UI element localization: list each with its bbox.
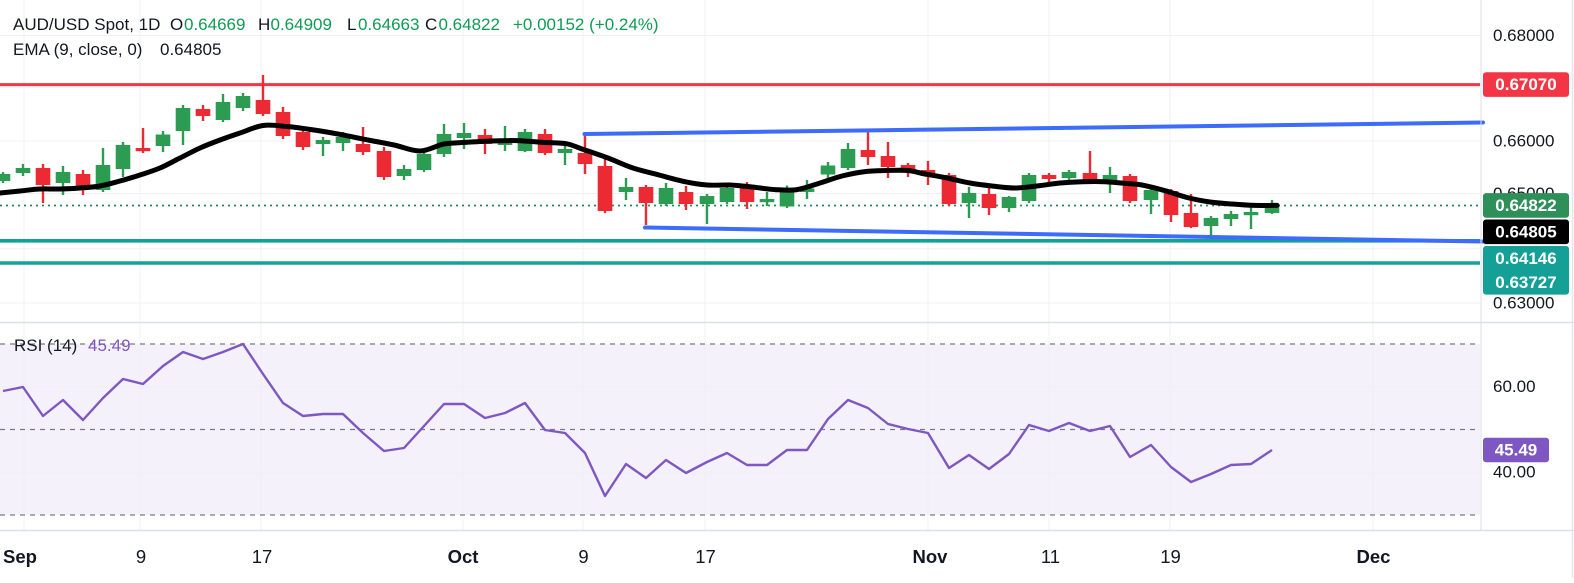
svg-text:9: 9 bbox=[578, 546, 588, 567]
svg-text:+0.00152 (+0.24%): +0.00152 (+0.24%) bbox=[513, 15, 659, 34]
svg-text:Sep: Sep bbox=[3, 546, 37, 567]
svg-text:0.64805: 0.64805 bbox=[1495, 222, 1556, 241]
svg-text:17: 17 bbox=[695, 546, 716, 567]
svg-text:0.68000: 0.68000 bbox=[1493, 26, 1554, 45]
svg-text:0.64669: 0.64669 bbox=[184, 15, 245, 34]
svg-text:0.63000: 0.63000 bbox=[1493, 294, 1554, 313]
svg-text:17: 17 bbox=[252, 546, 273, 567]
svg-text:0.64146: 0.64146 bbox=[1495, 249, 1556, 268]
svg-text:60.00: 60.00 bbox=[1493, 377, 1536, 396]
svg-text:EMA (9, close, 0): EMA (9, close, 0) bbox=[13, 40, 142, 59]
svg-text:45.49: 45.49 bbox=[88, 336, 131, 355]
svg-text:Nov: Nov bbox=[913, 546, 949, 567]
svg-text:C: C bbox=[425, 15, 437, 34]
svg-text:0.64909: 0.64909 bbox=[271, 15, 332, 34]
svg-text:45.49: 45.49 bbox=[1495, 441, 1538, 460]
svg-text:40.00: 40.00 bbox=[1493, 463, 1536, 482]
svg-text:L: L bbox=[347, 15, 356, 34]
svg-text:0.67070: 0.67070 bbox=[1495, 75, 1556, 94]
svg-text:19: 19 bbox=[1160, 546, 1181, 567]
svg-text:O: O bbox=[170, 15, 183, 34]
svg-text:0.63727: 0.63727 bbox=[1495, 273, 1556, 292]
svg-text:0.64663: 0.64663 bbox=[358, 15, 419, 34]
svg-text:0.66000: 0.66000 bbox=[1493, 132, 1554, 151]
svg-text:0.64822: 0.64822 bbox=[439, 15, 500, 34]
svg-text:RSI (14): RSI (14) bbox=[14, 336, 77, 355]
svg-text:Oct: Oct bbox=[448, 546, 479, 567]
svg-text:H: H bbox=[258, 15, 270, 34]
svg-text:11: 11 bbox=[1041, 546, 1060, 567]
svg-text:Dec: Dec bbox=[1357, 546, 1391, 567]
svg-text:9: 9 bbox=[136, 546, 146, 567]
svg-text:0.64805: 0.64805 bbox=[160, 40, 221, 59]
svg-text:0.64822: 0.64822 bbox=[1495, 196, 1556, 215]
svg-text:AUD/USD Spot, 1D: AUD/USD Spot, 1D bbox=[13, 15, 160, 34]
